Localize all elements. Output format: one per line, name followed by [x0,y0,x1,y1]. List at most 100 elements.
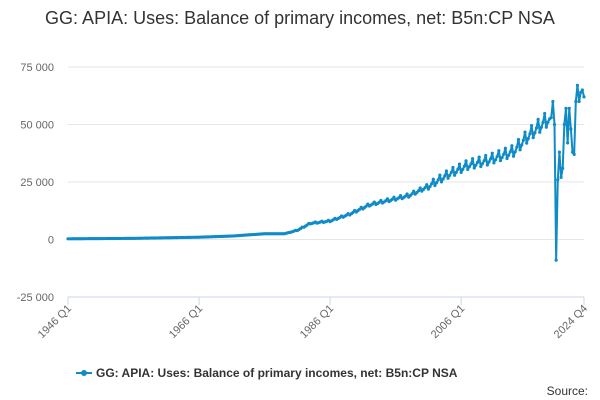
data-point[interactable] [439,180,444,184]
data-point[interactable] [492,161,496,165]
data-point[interactable] [489,157,493,161]
data-point[interactable] [503,146,507,150]
data-point[interactable] [446,176,450,180]
data-point[interactable] [423,186,427,190]
data-point[interactable] [569,127,573,131]
data-point[interactable] [498,159,503,163]
data-point[interactable] [456,167,460,171]
data-point[interactable] [448,173,452,177]
data-point[interactable] [493,158,498,162]
data-point[interactable] [472,166,476,170]
data-point[interactable] [521,138,525,142]
data-point[interactable] [575,83,580,87]
data-point[interactable] [372,200,376,204]
data-point[interactable] [485,163,489,167]
data-point[interactable] [479,164,483,169]
data-point[interactable] [444,169,448,173]
data-point[interactable] [385,197,390,201]
data-point[interactable] [464,159,468,163]
data-point[interactable] [516,137,521,142]
data-point[interactable] [525,141,529,145]
data-point[interactable] [574,99,578,104]
data-point[interactable] [457,162,462,166]
data-point[interactable] [480,162,485,166]
data-point[interactable] [418,186,422,190]
data-point[interactable] [533,131,537,135]
data-point[interactable] [557,150,562,154]
legend[interactable]: GG: APIA: Uses: Balance of primary incom… [76,366,457,380]
data-point[interactable] [534,126,539,130]
data-point[interactable] [546,120,550,124]
data-point[interactable] [538,130,542,134]
data-point[interactable] [462,164,467,168]
data-point[interactable] [416,189,421,193]
data-point[interactable] [490,151,494,155]
data-point[interactable] [579,90,583,94]
data-point[interactable] [431,177,435,181]
data-point[interactable] [541,120,545,124]
data-point[interactable] [497,149,501,153]
data-point[interactable] [426,187,430,191]
data-point[interactable] [523,130,527,134]
data-point[interactable] [454,170,458,174]
data-point[interactable] [434,181,439,185]
data-point[interactable] [438,173,442,177]
data-point[interactable] [412,189,416,193]
data-point[interactable] [536,117,540,121]
data-point[interactable] [467,165,471,169]
data-point[interactable] [531,136,535,140]
data-point[interactable] [471,157,475,161]
data-point[interactable] [452,173,457,177]
data-point[interactable] [502,152,506,156]
data-point[interactable] [551,99,555,104]
data-point[interactable] [528,132,532,136]
data-point[interactable] [482,159,486,163]
data-point[interactable] [398,194,403,198]
data-point[interactable] [436,178,440,182]
data-point[interactable] [543,111,547,116]
data-point[interactable] [556,178,560,182]
data-point[interactable] [487,160,491,164]
data-point[interactable] [549,116,553,120]
data-point[interactable] [561,166,565,170]
data-point[interactable] [582,95,586,99]
data-point[interactable] [466,167,470,172]
data-point[interactable] [469,162,473,166]
data-point[interactable] [566,141,570,145]
data-point[interactable] [580,88,584,92]
data-point[interactable] [495,154,499,159]
data-point[interactable] [379,198,383,203]
data-point[interactable] [461,167,465,171]
data-point[interactable] [484,153,488,158]
data-point[interactable] [433,183,437,188]
data-point[interactable] [559,175,563,179]
data-point[interactable] [570,150,575,154]
data-point[interactable] [515,145,519,149]
data-point[interactable] [577,99,581,104]
data-point[interactable] [500,155,504,160]
data-point[interactable] [513,150,517,154]
data-point[interactable] [459,170,463,174]
data-point[interactable] [529,123,534,128]
data-point[interactable] [572,152,576,156]
data-point[interactable] [526,136,530,141]
data-point[interactable] [449,170,453,175]
data-point[interactable] [567,106,571,110]
data-point[interactable] [511,154,516,158]
data-point[interactable] [507,153,511,157]
data-point[interactable] [443,174,447,178]
data-point[interactable] [451,165,455,170]
data-point[interactable] [474,163,478,167]
data-point[interactable] [544,125,548,129]
data-point[interactable] [441,177,445,181]
data-point[interactable] [410,192,414,196]
data-point[interactable] [510,144,514,148]
credits-source[interactable]: Source: [546,384,588,398]
data-point[interactable] [425,183,429,187]
data-point[interactable] [392,195,396,199]
data-point[interactable] [475,160,480,164]
data-point[interactable] [564,106,568,110]
data-point[interactable] [508,150,512,154]
data-point[interactable] [539,125,544,129]
data-point[interactable] [554,258,558,262]
